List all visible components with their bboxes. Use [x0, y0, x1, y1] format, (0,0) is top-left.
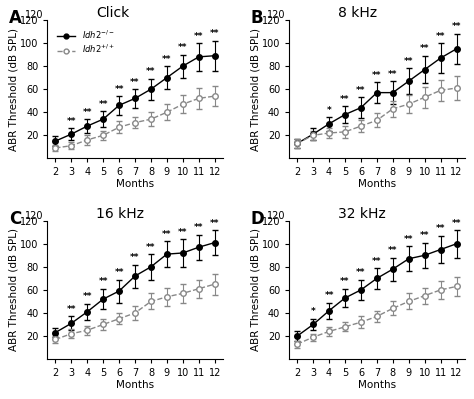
Text: **: ** — [146, 243, 156, 252]
Text: 120: 120 — [267, 10, 286, 20]
Text: **: ** — [114, 85, 124, 94]
Text: 120: 120 — [26, 10, 44, 20]
Text: B: B — [251, 9, 264, 27]
Text: **: ** — [82, 292, 92, 301]
X-axis label: Months: Months — [358, 379, 396, 389]
Text: **: ** — [404, 235, 413, 244]
Text: **: ** — [324, 291, 334, 300]
Text: **: ** — [99, 277, 108, 286]
Text: 16 kHz: 16 kHz — [97, 207, 145, 221]
Text: **: ** — [436, 32, 446, 41]
Text: **: ** — [194, 32, 203, 41]
Text: **: ** — [372, 71, 382, 80]
Text: **: ** — [388, 246, 398, 255]
Y-axis label: ABR Threshold (dB SPL): ABR Threshold (dB SPL) — [250, 28, 260, 151]
Legend: $Idh2^{-/-}$, $Idh2^{+/+}$: $Idh2^{-/-}$, $Idh2^{+/+}$ — [55, 27, 116, 57]
Y-axis label: ABR Threshold (dB SPL): ABR Threshold (dB SPL) — [250, 228, 260, 352]
Text: **: ** — [388, 70, 398, 79]
X-axis label: Months: Months — [116, 379, 154, 389]
Text: 120: 120 — [267, 211, 286, 221]
Text: **: ** — [452, 219, 461, 227]
Text: **: ** — [194, 223, 203, 232]
X-axis label: Months: Months — [358, 179, 396, 189]
Text: **: ** — [356, 86, 366, 95]
Y-axis label: ABR Threshold (dB SPL): ABR Threshold (dB SPL) — [9, 28, 18, 151]
Text: **: ** — [178, 43, 188, 52]
Text: A: A — [9, 9, 22, 27]
Text: D: D — [251, 209, 264, 227]
Text: **: ** — [210, 219, 219, 227]
Text: **: ** — [82, 108, 92, 117]
Text: Click: Click — [97, 6, 130, 20]
Text: **: ** — [99, 100, 108, 109]
Text: **: ** — [130, 253, 140, 262]
Text: **: ** — [372, 257, 382, 266]
Text: **: ** — [210, 30, 219, 38]
Text: *: * — [311, 307, 316, 316]
Text: 32 kHz: 32 kHz — [338, 207, 386, 221]
Text: **: ** — [420, 44, 429, 53]
Text: **: ** — [66, 305, 76, 314]
Text: **: ** — [178, 228, 188, 237]
Text: **: ** — [404, 57, 413, 66]
Text: **: ** — [130, 78, 140, 87]
Text: 120: 120 — [26, 211, 44, 221]
Text: **: ** — [66, 117, 76, 126]
Text: **: ** — [162, 55, 172, 64]
Text: *: * — [327, 106, 331, 115]
X-axis label: Months: Months — [116, 179, 154, 189]
Text: **: ** — [114, 268, 124, 277]
Text: **: ** — [420, 231, 429, 240]
Text: **: ** — [356, 268, 366, 277]
Text: **: ** — [340, 95, 350, 104]
Text: C: C — [9, 209, 21, 227]
Text: **: ** — [340, 277, 350, 286]
Text: 8 kHz: 8 kHz — [338, 6, 377, 20]
Text: **: ** — [436, 224, 446, 233]
Y-axis label: ABR Threshold (dB SPL): ABR Threshold (dB SPL) — [9, 228, 18, 352]
Text: **: ** — [452, 22, 461, 32]
Text: **: ** — [162, 230, 172, 239]
Text: **: ** — [146, 67, 156, 77]
